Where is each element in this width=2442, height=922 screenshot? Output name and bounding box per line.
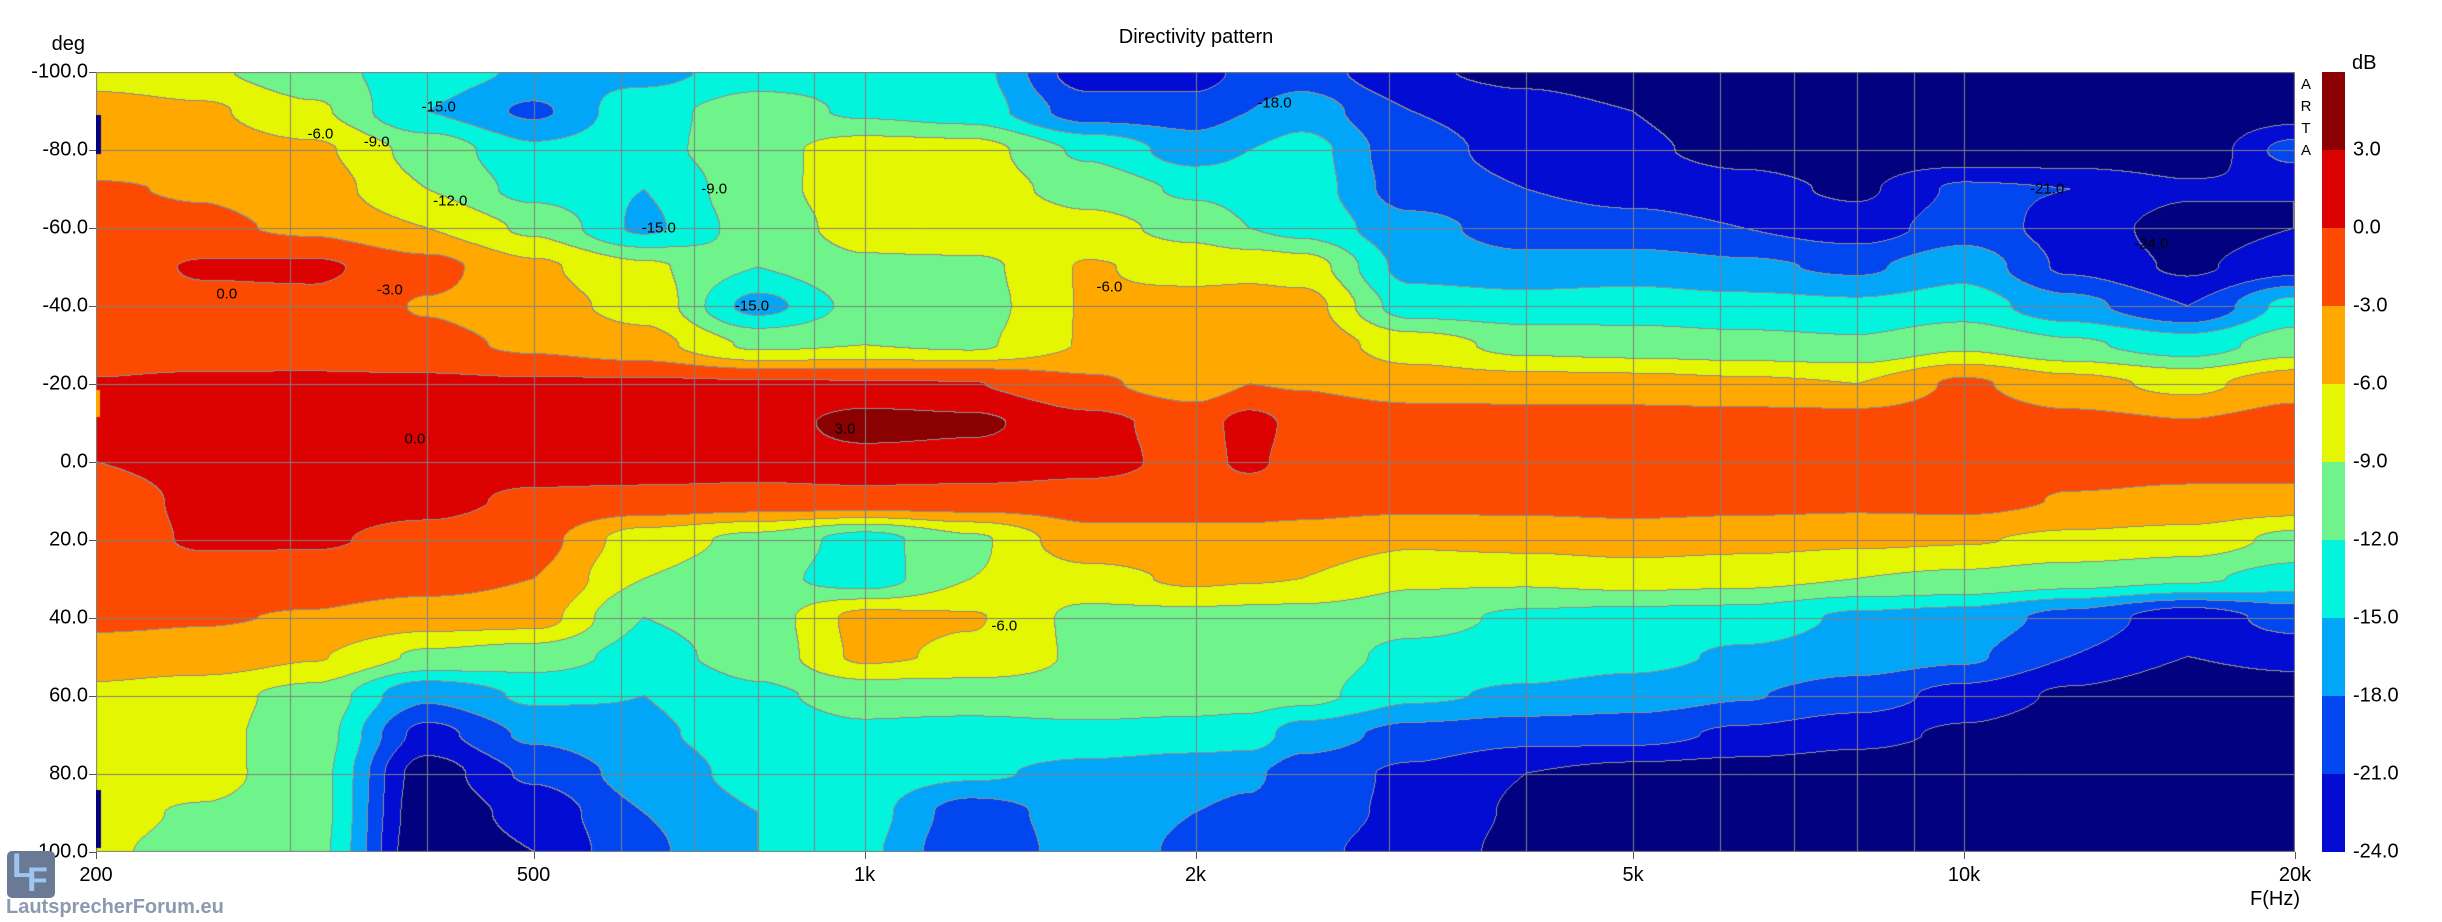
x-axis-tick-mark <box>1633 852 1635 859</box>
contour-value-label: -15.0 <box>421 98 456 116</box>
contour-value-label: -9.0 <box>701 180 728 198</box>
y-axis-tick-mark <box>89 306 96 307</box>
y-axis-tick-mark <box>89 540 96 541</box>
lautsprecherforum-logo: L F <box>7 847 55 899</box>
x-axis-tick-label: 500 <box>516 864 551 886</box>
contour-value-label: 0.0 <box>216 285 238 303</box>
colorbar-segment <box>2322 384 2345 462</box>
contour-value-label: -15.0 <box>641 219 676 237</box>
y-axis-tick-mark <box>89 618 96 619</box>
y-axis-tick-mark <box>89 384 96 385</box>
x-axis-tick-label: 10k <box>1947 864 1981 886</box>
colorbar-segment <box>2322 150 2345 228</box>
x-axis-tick-mark <box>1964 852 1966 859</box>
contour-value-label: -6.0 <box>1096 278 1123 295</box>
arta-brand-letter: R <box>2300 98 2312 115</box>
y-axis-tick-mark <box>89 462 96 463</box>
y-axis-tick-label: 40.0 <box>49 606 88 629</box>
colorbar-segment <box>2322 696 2345 774</box>
arta-brand-letter: A <box>2300 76 2311 93</box>
chart-title: Directivity pattern <box>1118 26 1274 48</box>
x-axis-unit-label: F(Hz) <box>2250 888 2300 910</box>
x-axis-tick-label: 5k <box>1622 864 1644 886</box>
x-axis-tick-label: 200 <box>79 864 113 886</box>
colorbar-tick-label: -6.0 <box>2353 372 2388 395</box>
x-axis-tick-label: 1k <box>853 864 876 886</box>
colorbar-tick-label: -9.0 <box>2353 450 2388 473</box>
arta-brand-letter: T <box>2301 120 2311 137</box>
y-axis-tick-mark <box>89 696 96 697</box>
y-axis-tick-label: 0.0 <box>60 450 88 473</box>
y-axis-tick-label: -60.0 <box>42 216 88 239</box>
contour-value-label: -6.0 <box>307 125 334 143</box>
y-axis-tick-mark <box>89 852 96 853</box>
y-axis-tick-label: -20.0 <box>42 372 88 395</box>
x-axis-tick-label: 20k <box>2278 864 2312 886</box>
x-axis-tick-mark <box>1195 852 1197 859</box>
colorbar-segment <box>2322 540 2345 618</box>
contour-value-label: -24.0 <box>2134 235 2169 253</box>
colorbar-tick-label: -3.0 <box>2353 294 2388 317</box>
directivity-heatmap-canvas <box>96 72 2295 852</box>
y-axis-tick-mark <box>89 774 96 775</box>
x-axis-tick-mark <box>96 852 97 859</box>
contour-value-label: -21.0 <box>2029 180 2065 198</box>
colorbar-segment <box>2322 618 2345 696</box>
colorbar-segment <box>2322 774 2345 852</box>
colorbar-tick-label: -24.0 <box>2353 840 2399 863</box>
arta-brand-letter: A <box>2300 142 2311 159</box>
contour-value-label: 3.0 <box>834 420 856 438</box>
colorbar-segment <box>2322 462 2345 540</box>
contour-value-label: -15.0 <box>734 297 770 315</box>
y-axis-tick-label: 80.0 <box>49 762 88 785</box>
y-axis-tick-mark <box>89 72 96 73</box>
colorbar-segment <box>2322 72 2345 150</box>
colorbar-tick-label: -15.0 <box>2353 606 2399 629</box>
contour-value-label: -9.0 <box>363 133 390 151</box>
contour-value-label: 0.0 <box>404 430 426 448</box>
y-axis-tick-label: 60.0 <box>49 684 88 707</box>
y-axis-tick-mark <box>89 228 96 229</box>
colorbar-tick-label: 0.0 <box>2353 216 2381 239</box>
y-axis-unit-label: deg <box>51 33 85 55</box>
colorbar-tick-label: -18.0 <box>2353 684 2399 707</box>
x-axis-tick-mark <box>533 852 535 859</box>
contour-value-label: -6.0 <box>991 617 1018 635</box>
colorbar-tick-label: -21.0 <box>2353 762 2399 785</box>
colorbar-segment <box>2322 306 2345 384</box>
contour-value-label: -18.0 <box>1257 94 1292 112</box>
y-axis-tick-mark <box>89 150 96 151</box>
colorbar-segment <box>2322 228 2345 306</box>
watermark-site-name: LautsprecherForum.eu <box>6 896 224 918</box>
y-axis-tick-label: -40.0 <box>42 294 88 317</box>
x-axis-tick-mark <box>2295 852 2296 859</box>
logo-letter-f: F <box>27 861 48 899</box>
colorbar-tick-label: 3.0 <box>2353 138 2381 161</box>
colorbar-tick-label: -12.0 <box>2353 528 2399 551</box>
logo-letter-l: L <box>12 847 33 885</box>
contour-value-label: -3.0 <box>376 281 403 299</box>
y-axis-tick-label: 20.0 <box>49 528 88 551</box>
x-axis-tick-label: 2k <box>1184 864 1207 886</box>
colorbar-unit-label: dB <box>2352 52 2377 74</box>
y-axis-tick-label: -80.0 <box>42 138 88 161</box>
x-axis-tick-mark <box>864 852 866 859</box>
y-axis-tick-label: -100.0 <box>31 60 88 83</box>
contour-value-label: -12.0 <box>433 192 468 210</box>
